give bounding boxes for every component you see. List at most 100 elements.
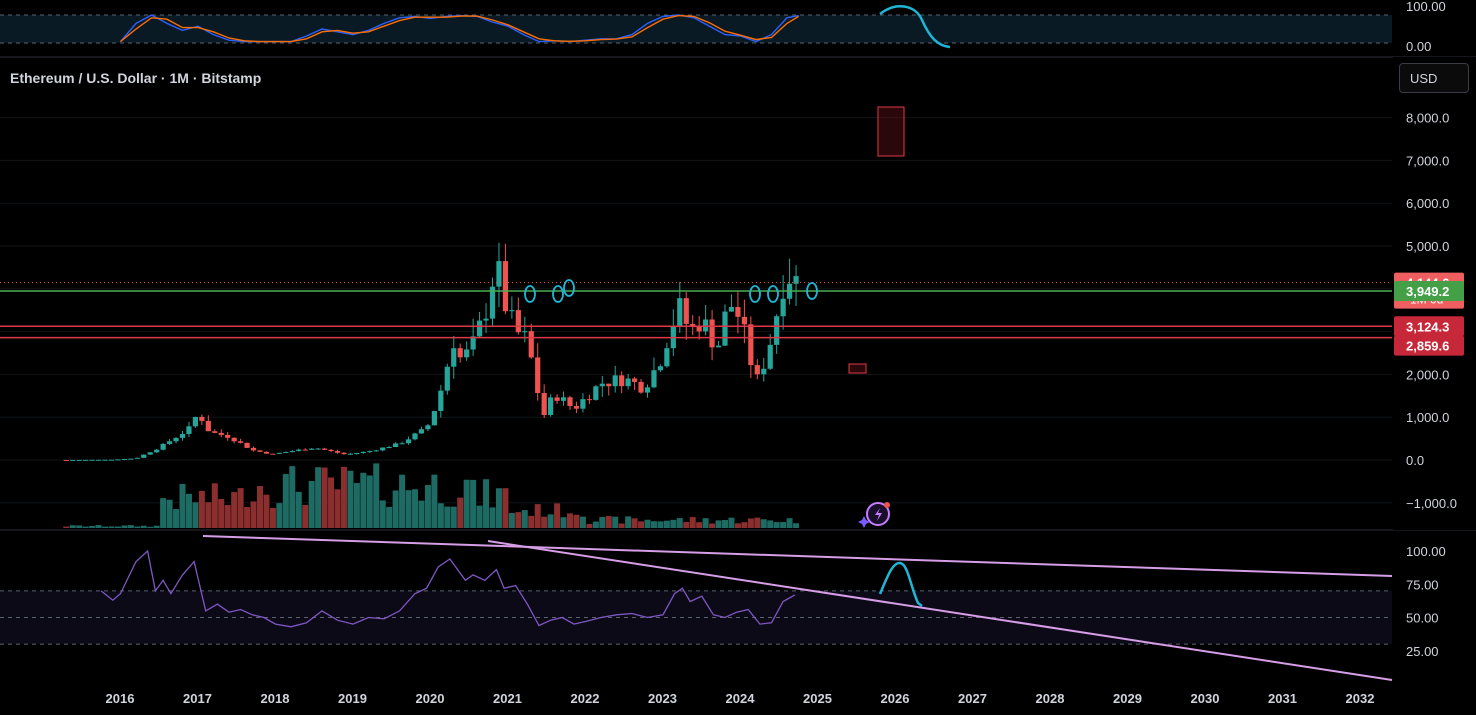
candle[interactable]	[793, 265, 799, 306]
candle[interactable]	[541, 384, 547, 418]
candle[interactable]	[593, 385, 599, 401]
candle[interactable]	[63, 459, 69, 461]
candle[interactable]	[321, 447, 328, 451]
candle[interactable]	[664, 342, 670, 368]
candle[interactable]	[367, 450, 373, 453]
target-zone-box[interactable]	[877, 106, 905, 157]
trendline-lower[interactable]	[487, 540, 1393, 681]
candle[interactable]	[276, 452, 282, 455]
candle[interactable]	[599, 375, 605, 397]
candle[interactable]	[522, 316, 528, 343]
candle[interactable]	[102, 459, 108, 461]
candle[interactable]	[412, 432, 418, 441]
candle[interactable]	[231, 437, 237, 444]
candle[interactable]	[580, 393, 586, 413]
candle[interactable]	[173, 437, 179, 444]
candle[interactable]	[270, 453, 276, 455]
candle[interactable]	[677, 281, 683, 333]
candle[interactable]	[386, 446, 392, 449]
candle[interactable]	[741, 299, 747, 344]
candle[interactable]	[728, 294, 735, 312]
candle[interactable]	[464, 341, 470, 361]
candle[interactable]	[670, 309, 676, 356]
candle[interactable]	[528, 323, 534, 359]
candle[interactable]	[612, 365, 618, 393]
candle[interactable]	[567, 395, 573, 410]
candle[interactable]	[457, 343, 463, 363]
candle[interactable]	[399, 441, 405, 445]
candle[interactable]	[166, 438, 173, 445]
candle[interactable]	[586, 394, 592, 405]
circle-drawing[interactable]	[767, 285, 779, 303]
rsi-axis[interactable]: 100.00 75.00 50.00 25.00	[1406, 544, 1446, 659]
candle[interactable]	[141, 454, 147, 459]
candle[interactable]	[373, 449, 379, 452]
candle[interactable]	[606, 383, 612, 396]
candle[interactable]	[703, 304, 709, 336]
alert-icon[interactable]	[858, 502, 890, 528]
candle[interactable]	[83, 459, 89, 461]
candle[interactable]	[76, 459, 82, 461]
candle[interactable]	[418, 426, 425, 434]
time-axis[interactable]: 2016 2017 2018 2019 2020 2021 2022 2023 2024 2025…	[106, 691, 1375, 706]
candle[interactable]	[560, 391, 567, 406]
candle[interactable]	[573, 401, 580, 414]
candle[interactable]	[108, 459, 115, 461]
candle[interactable]	[502, 243, 509, 315]
candle[interactable]	[199, 414, 205, 425]
candle[interactable]	[625, 373, 631, 390]
candle[interactable]	[405, 436, 412, 445]
candle[interactable]	[238, 438, 244, 444]
candle[interactable]	[451, 335, 457, 379]
candle[interactable]	[289, 450, 295, 453]
candle[interactable]	[95, 459, 102, 461]
candle[interactable]	[70, 459, 76, 461]
circle-drawing[interactable]	[563, 279, 575, 297]
candle[interactable]	[425, 423, 431, 432]
candle[interactable]	[619, 371, 625, 393]
circle-drawing[interactable]	[749, 285, 761, 303]
resistance-price-tag[interactable]: 3,124.3	[1394, 316, 1464, 337]
candle[interactable]	[147, 452, 153, 455]
candle[interactable]	[360, 451, 366, 454]
candle[interactable]	[431, 410, 437, 426]
candle[interactable]	[218, 429, 224, 438]
candle[interactable]	[257, 450, 263, 453]
candle[interactable]	[722, 304, 728, 347]
candle[interactable]	[774, 314, 780, 354]
candle[interactable]	[657, 364, 664, 373]
candle[interactable]	[683, 292, 689, 340]
candle[interactable]	[341, 452, 347, 455]
candle[interactable]	[483, 303, 489, 333]
candle[interactable]	[154, 449, 160, 454]
candle[interactable]	[283, 451, 289, 454]
candle[interactable]	[309, 448, 315, 450]
candle[interactable]	[696, 316, 702, 340]
candle[interactable]	[244, 442, 250, 449]
stochastic-axis[interactable]: 100.00 0.00	[1406, 0, 1446, 54]
candle[interactable]	[192, 416, 199, 428]
candle[interactable]	[186, 421, 192, 437]
candle[interactable]	[709, 309, 715, 361]
entry-zone-box[interactable]	[848, 363, 867, 374]
candle[interactable]	[302, 448, 308, 451]
candle[interactable]	[296, 448, 302, 452]
candle[interactable]	[225, 431, 231, 441]
candle[interactable]	[489, 277, 496, 326]
support-price-tag[interactable]: 3,949.2	[1394, 280, 1464, 301]
candle[interactable]	[160, 443, 166, 451]
trendline-upper[interactable]	[202, 535, 1393, 577]
candle[interactable]	[476, 311, 483, 338]
resistance-price-tag[interactable]: 2,859.6	[1394, 335, 1464, 356]
candle[interactable]	[548, 394, 554, 417]
candle[interactable]	[715, 340, 722, 348]
candle[interactable]	[638, 379, 644, 394]
candle[interactable]	[315, 447, 321, 450]
candle[interactable]	[115, 459, 121, 461]
circle-drawing[interactable]	[806, 282, 818, 300]
candle[interactable]	[328, 449, 334, 453]
candle[interactable]	[380, 447, 386, 452]
candle[interactable]	[780, 275, 786, 330]
candle[interactable]	[347, 452, 354, 455]
